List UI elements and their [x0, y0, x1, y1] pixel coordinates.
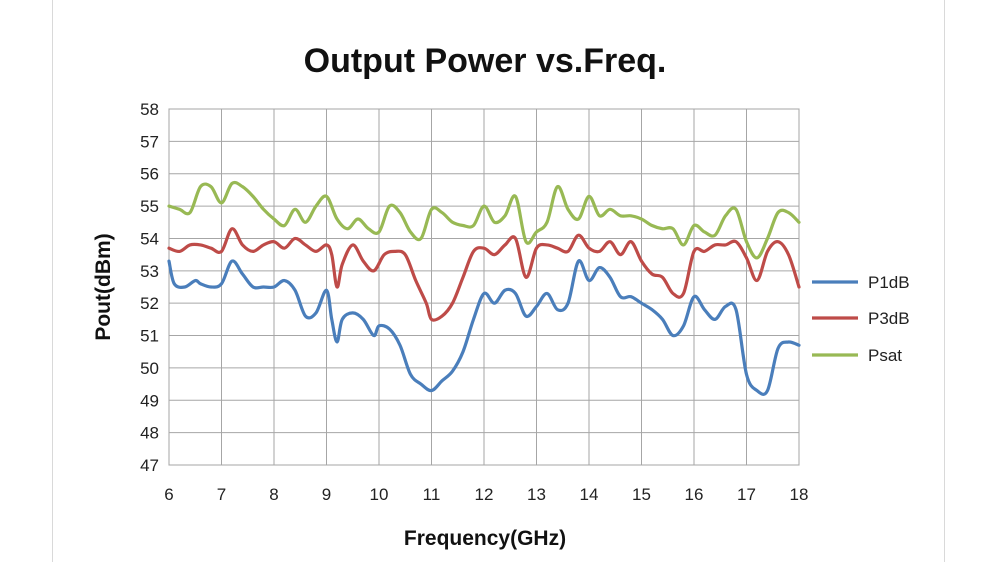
x-tick-label: 15: [632, 485, 651, 504]
x-tick-label: 14: [580, 485, 599, 504]
legend-label-psat: Psat: [868, 346, 902, 365]
y-tick-labels: 47 48 49 50 51 52 53 54 55 56 57 58: [140, 100, 159, 475]
x-tick-label: 10: [370, 485, 389, 504]
y-tick-label: 49: [140, 391, 159, 410]
x-tick-labels: 6 7 8 9 10 11 12 13 14 15 16 17 18: [164, 485, 808, 504]
x-tick-label: 7: [217, 485, 226, 504]
x-axis-label: Frequency(GHz): [404, 527, 566, 550]
legend: P1dB P3dB Psat: [812, 273, 910, 365]
x-tick-label: 12: [475, 485, 494, 504]
series-line-psat: [167, 180, 801, 260]
y-tick-label: 52: [140, 294, 159, 313]
x-tick-label: 18: [790, 485, 809, 504]
y-tick-label: 57: [140, 132, 159, 151]
x-tick-label: 13: [527, 485, 546, 504]
y-tick-label: 56: [140, 165, 159, 184]
y-tick-label: 50: [140, 359, 159, 378]
x-tick-label: 17: [737, 485, 756, 504]
chart-title: Output Power vs.Freq.: [304, 42, 667, 80]
y-tick-label: 58: [140, 100, 159, 119]
legend-label-p3db: P3dB: [868, 309, 910, 328]
y-tick-label: 51: [140, 327, 159, 346]
y-tick-label: 54: [140, 229, 159, 248]
y-tick-label: 55: [140, 197, 159, 216]
y-axis-label: Pout(dBm): [92, 233, 115, 340]
series-line-p1db: [167, 259, 801, 396]
x-tick-label: 6: [164, 485, 173, 504]
x-tick-label: 8: [269, 485, 278, 504]
series-lines: [167, 180, 801, 396]
x-tick-label: 9: [322, 485, 331, 504]
y-tick-label: 48: [140, 424, 159, 443]
legend-label-p1db: P1dB: [868, 273, 910, 292]
series-line-p3db: [167, 227, 801, 322]
y-tick-label: 47: [140, 456, 159, 475]
chart-frame: [52, 0, 945, 562]
x-tick-label: 16: [685, 485, 704, 504]
y-tick-label: 53: [140, 262, 159, 281]
x-tick-label: 11: [423, 485, 441, 504]
